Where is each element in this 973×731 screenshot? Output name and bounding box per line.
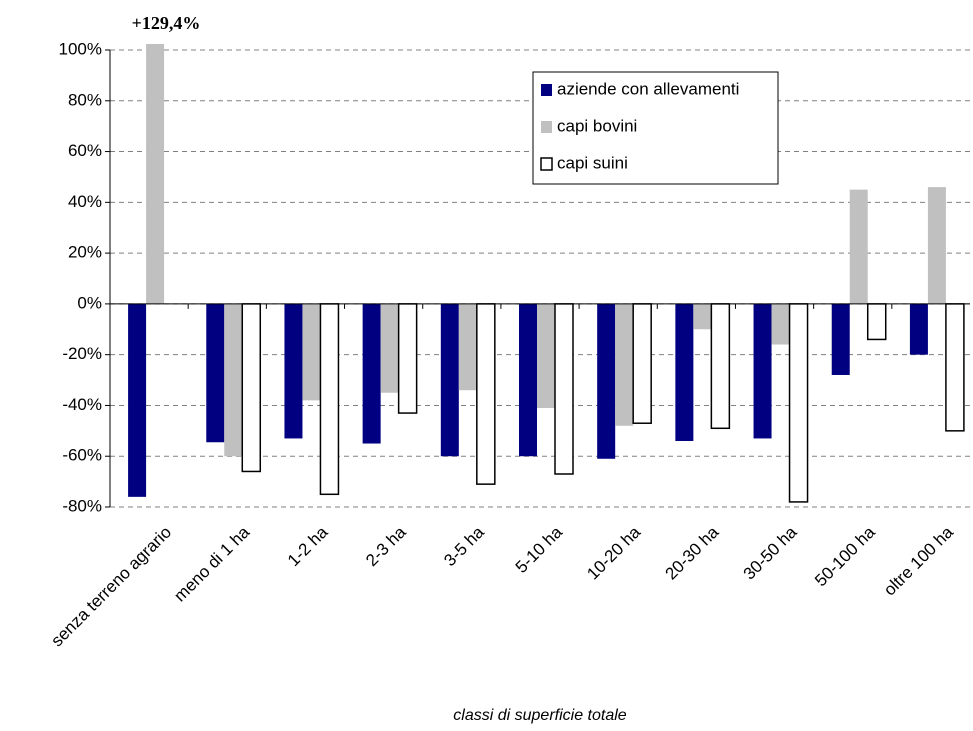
legend-box [532, 71, 779, 185]
bar [241, 303, 262, 473]
bar [397, 303, 418, 414]
y-tick-label: 0% [77, 293, 102, 312]
x-tick-label: meno di 1 ha [170, 522, 253, 605]
x-tick-label: 3-5 ha [440, 522, 488, 570]
annotation: +129,4% [132, 13, 201, 33]
bar [128, 303, 147, 497]
legend: aziende con allevamenti capi bovini capi s… [540, 79, 739, 172]
y-tick-label: -20% [62, 344, 102, 363]
y-tick-label: -60% [62, 446, 102, 465]
legend-swatch [540, 157, 553, 171]
bar [206, 303, 225, 443]
legend-label: capi bovini [557, 116, 637, 135]
y-tick-label: -80% [62, 496, 102, 515]
y-tick-label: 100% [59, 39, 102, 58]
bar [771, 303, 790, 345]
y-tick-label: 20% [68, 243, 102, 262]
x-tick-label: 30-50 ha [740, 522, 801, 583]
bar [909, 303, 928, 355]
bar [554, 303, 574, 475]
x-tick-label: oltre 100 ha [880, 522, 957, 599]
bar [831, 303, 850, 375]
bar [302, 303, 321, 401]
legend-swatch [541, 121, 552, 133]
bar [458, 303, 477, 391]
bar [632, 303, 652, 424]
legend-label: aziende con allevamenti [557, 79, 739, 98]
bar [146, 44, 165, 304]
x-tick-label: 2-3 ha [362, 522, 410, 570]
y-tick-label: -40% [62, 395, 102, 414]
bar [440, 303, 459, 457]
bar [284, 303, 303, 439]
x-tick-label: senza terreno agrario [47, 523, 175, 651]
x-tick-label: 10-20 ha [583, 522, 644, 583]
y-tick-label: 40% [68, 192, 102, 211]
y-tick-label: 80% [68, 90, 102, 109]
bar [788, 303, 809, 503]
bar [380, 303, 399, 393]
bar [362, 303, 381, 444]
bar [537, 303, 555, 408]
bar [927, 187, 946, 304]
bar [224, 303, 243, 457]
bar [866, 303, 887, 341]
legend-label: capi suini [557, 153, 628, 172]
bar [849, 189, 868, 304]
axes: -80% -60% -40% -20% 0% 20% 40% 60% 80% 100% senza … [47, 39, 970, 650]
x-tick-label: 20-30 ha [661, 522, 722, 583]
bar [519, 303, 537, 457]
legend-swatch [541, 84, 552, 96]
bar [615, 303, 634, 426]
y-tick-label: 60% [68, 141, 102, 160]
bar [675, 303, 694, 441]
bar [597, 303, 616, 459]
bars [128, 44, 965, 503]
x-tick-label: 50-100 ha [811, 522, 879, 590]
bar [693, 303, 712, 330]
bar [753, 303, 772, 439]
x-tick-label: 1-2 ha [284, 522, 332, 570]
bar [945, 303, 965, 432]
x-tick-label: 5-10 ha [512, 522, 567, 577]
x-axis-title: classi di superficie totale [453, 707, 627, 724]
bar [476, 303, 496, 485]
bar [319, 303, 340, 496]
bar [710, 303, 731, 430]
